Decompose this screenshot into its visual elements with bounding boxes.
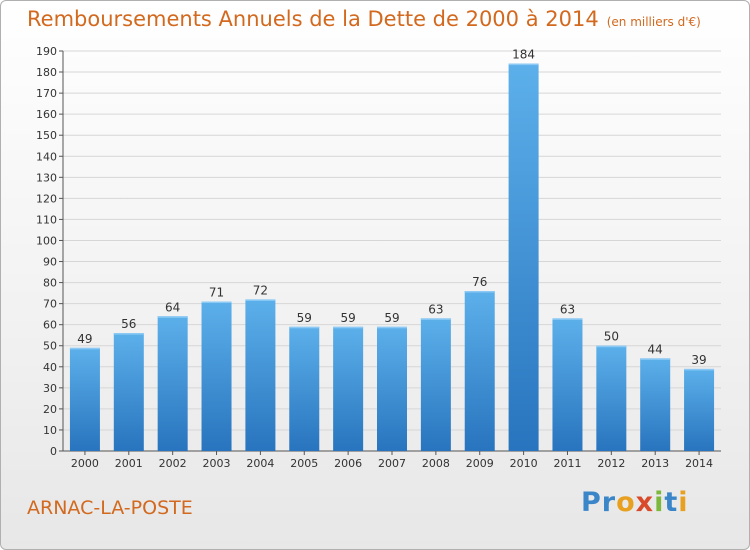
bar-top-edge (157, 316, 188, 318)
bars (69, 63, 715, 451)
y-tick-label: 140 (36, 150, 57, 163)
x-tick-label-2007: 2007 (378, 457, 406, 470)
data-label-2009: 76 (472, 275, 487, 289)
y-tick-label: 30 (43, 382, 57, 395)
y-tick-label: 60 (43, 319, 57, 332)
bar-top-edge (201, 301, 232, 304)
commune-name: ARNAC-LA-POSTE (27, 497, 193, 519)
y-tick-label: 80 (43, 277, 57, 290)
x-tick-label-2005: 2005 (290, 457, 318, 470)
bar-2011 (552, 318, 583, 451)
bar-2007 (377, 326, 407, 451)
bar-2009 (464, 291, 495, 451)
chart-subtitle: (en milliers d'€) (606, 15, 701, 29)
bar-top-edge (640, 358, 671, 360)
data-label-2014: 39 (691, 353, 706, 367)
y-tick-label: 190 (36, 45, 57, 58)
y-tick-label: 110 (36, 213, 57, 226)
y-tick-label: 150 (36, 129, 57, 142)
chart-title-text: Remboursements Annuels de la Dette de 20… (27, 7, 599, 31)
x-tick-label-2012: 2012 (597, 457, 625, 470)
bar-top-edge (552, 318, 583, 320)
bar-2013 (640, 358, 671, 451)
bar-2000 (69, 347, 100, 451)
data-label-2012: 50 (604, 330, 619, 344)
bar-top-edge (333, 326, 364, 329)
data-label-2013: 44 (648, 342, 663, 356)
y-tick-label: 170 (36, 87, 57, 100)
x-tick-label-2006: 2006 (334, 457, 362, 470)
x-tick-label-2002: 2002 (159, 457, 187, 470)
y-tick-label: 160 (36, 108, 57, 121)
labels: 49 56 64 71 72 59 59 59 63 76 184 63 50 44 39 (77, 48, 706, 367)
bar-top-edge (245, 299, 276, 301)
x-tick-label-2009: 2009 (466, 457, 494, 470)
bar-2012 (596, 345, 627, 451)
chart-title: Remboursements Annuels de la Dette de 20… (27, 7, 701, 31)
bar-2008 (420, 318, 451, 451)
bar-2006 (333, 326, 364, 451)
bar-2004 (245, 299, 276, 451)
bar-top-edge (464, 291, 495, 293)
data-label-2007: 59 (384, 311, 399, 325)
bar-2010 (508, 63, 539, 451)
y-tick-label: 10 (43, 424, 57, 437)
bar-2003 (201, 301, 232, 451)
bar-2005 (289, 326, 320, 451)
x-tick-label-2010: 2010 (510, 457, 538, 470)
y-tick-label: 90 (43, 256, 57, 269)
x-tick-label-2004: 2004 (246, 457, 274, 470)
bar-2014 (684, 368, 715, 451)
data-label-2002: 64 (165, 300, 180, 314)
data-label-2005: 59 (297, 311, 312, 325)
data-label-2000: 49 (77, 332, 92, 346)
x-tick-label-2014: 2014 (685, 457, 713, 470)
bar-top-edge (289, 326, 320, 329)
data-label-2001: 56 (121, 317, 136, 331)
y-tick-label: 100 (36, 234, 57, 247)
data-label-2004: 72 (253, 283, 268, 297)
x-tick-label-2003: 2003 (203, 457, 231, 470)
y-tick-label: 40 (43, 361, 57, 374)
x-tick-label-2001: 2001 (115, 457, 143, 470)
proxiti-logo: Proxiti (581, 487, 689, 518)
bar-top-edge (420, 318, 451, 320)
bar-top-edge (596, 345, 627, 348)
x-tick-label-2008: 2008 (422, 457, 450, 470)
bar-2001 (113, 333, 144, 451)
y-tick-label: 0 (50, 445, 57, 458)
y-tick-label: 70 (43, 298, 57, 311)
bar-top-edge (69, 347, 100, 350)
y-tick-label: 180 (36, 66, 57, 79)
x-tick-label-2000: 2000 (71, 457, 99, 470)
bar-2002 (157, 316, 188, 451)
bar-top-edge (113, 333, 144, 335)
x-tick-label-2013: 2013 (641, 457, 669, 470)
y-tick-label: 50 (43, 340, 57, 353)
x-tick-label-2011: 2011 (553, 457, 581, 470)
data-label-2003: 71 (209, 286, 224, 300)
data-label-2010: 184 (512, 48, 535, 62)
bar-top-edge (377, 326, 407, 329)
data-label-2011: 63 (560, 302, 575, 316)
y-tick-label: 20 (43, 403, 57, 416)
bar-top-edge (508, 63, 539, 66)
data-label-2006: 59 (340, 311, 355, 325)
y-tick-label: 120 (36, 192, 57, 205)
bar-top-edge (684, 368, 715, 371)
data-label-2008: 63 (428, 302, 443, 316)
y-tick-label: 130 (36, 171, 57, 184)
